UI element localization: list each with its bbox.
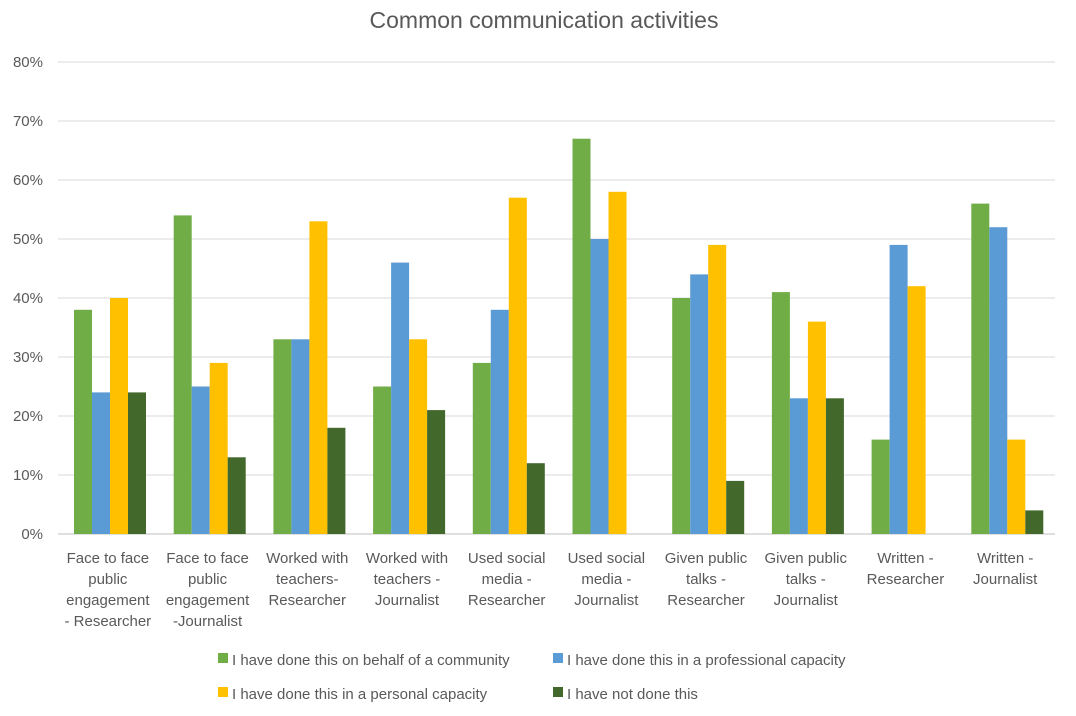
bar (490, 309, 509, 534)
bar (807, 321, 826, 534)
bar (291, 339, 310, 534)
x-tick-label: Face to face public engagement - Researcher (64, 550, 151, 630)
legend-label: I have done this in a personal capacity (232, 686, 488, 703)
x-tick-label: Worked with teachers -Journalist (366, 550, 448, 609)
legend-label: I have not done this (567, 686, 698, 703)
bar (825, 398, 844, 534)
legend-swatch (553, 653, 563, 663)
bars (74, 138, 1044, 535)
x-axis: Face to face public engagement - Researcher… (64, 550, 1038, 630)
bar (273, 339, 292, 534)
chart-title: Common communication activities (370, 7, 719, 33)
bar (427, 410, 446, 534)
y-tick-label: 0% (21, 526, 43, 543)
bar (1025, 510, 1044, 534)
legend-item: I have not done this (553, 686, 698, 703)
bar (672, 298, 691, 534)
bar (227, 457, 246, 534)
bar (889, 244, 908, 534)
bar (92, 392, 110, 534)
legend-label: I have done this on behalf of a communit… (232, 652, 510, 669)
bar (608, 191, 627, 535)
bar (590, 239, 609, 534)
bar (971, 203, 990, 534)
bar (409, 339, 428, 534)
legend-swatch (218, 687, 228, 697)
legend-label: I have done this in a professional capac… (567, 652, 846, 669)
bar (989, 227, 1008, 534)
bar (327, 427, 346, 534)
bar (191, 386, 210, 534)
bar (173, 215, 192, 534)
y-tick-label: 30% (13, 349, 43, 366)
bar (391, 262, 410, 534)
legend-swatch (218, 653, 228, 663)
bar (871, 439, 890, 534)
bar (74, 309, 92, 534)
x-tick-label: Written -Researcher (867, 550, 945, 588)
bar (907, 286, 926, 534)
bar (1007, 439, 1026, 534)
y-tick-label: 50% (13, 231, 43, 248)
bar (789, 398, 808, 534)
bar (508, 197, 527, 534)
y-tick-label: 80% (13, 54, 43, 71)
bar (526, 463, 545, 534)
legend: I have done this on behalf of a communit… (218, 652, 846, 703)
bar (110, 298, 128, 534)
bar (726, 480, 745, 534)
y-tick-label: 40% (13, 290, 43, 307)
x-tick-label: Used social media -Researcher (468, 550, 546, 609)
bar (209, 362, 228, 534)
x-tick-label: Written -Journalist (973, 550, 1038, 588)
x-tick-label: Given public talks -Journalist (764, 550, 847, 609)
bar (708, 244, 727, 534)
y-axis: 0% 10% 20% 30% 40% 50% 60% 70% 80% (13, 54, 43, 543)
legend-item: I have done this on behalf of a communit… (218, 652, 510, 669)
legend-item: I have done this in a professional capac… (553, 652, 846, 669)
x-tick-label: Face to face public engagement -Journalist (166, 550, 250, 630)
legend-item: I have done this in a personal capacity (218, 686, 488, 703)
bar (128, 392, 146, 534)
x-tick-label: Given public talks -Researcher (665, 550, 748, 609)
y-tick-label: 20% (13, 408, 43, 425)
x-tick-label: Used social media -Journalist (568, 550, 646, 609)
x-tick-label: Worked with teachers-Researcher (266, 550, 348, 609)
bar (472, 362, 491, 534)
bar (690, 274, 709, 534)
bar (373, 386, 392, 534)
legend-swatch (553, 687, 563, 697)
y-tick-label: 70% (13, 113, 43, 130)
bar (309, 221, 328, 535)
y-tick-label: 10% (13, 467, 43, 484)
bar (572, 138, 591, 534)
bar (771, 292, 790, 534)
y-tick-label: 60% (13, 172, 43, 189)
